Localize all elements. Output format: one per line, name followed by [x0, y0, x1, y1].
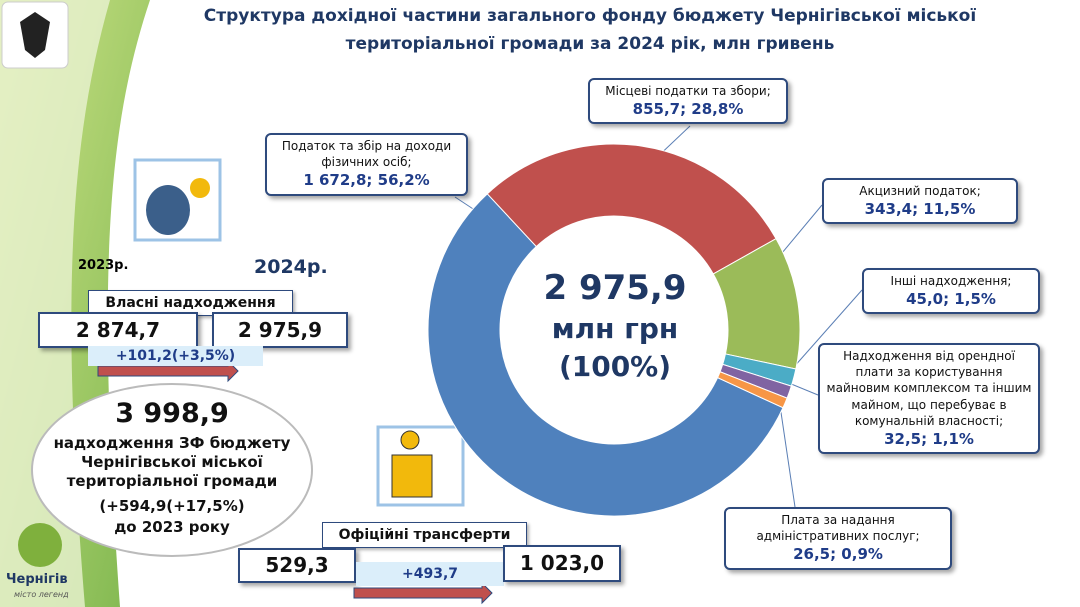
callout-name: Податок та збір на доходи фізичних осіб; — [281, 139, 452, 170]
money-icon — [190, 178, 210, 198]
transfer-icon — [391, 454, 433, 498]
donut-segment — [427, 193, 784, 517]
callout-value: 32,5; 1,1% — [884, 429, 974, 448]
total-text: територіальної громади — [66, 472, 278, 490]
total-text: (+594,9(+17,5%) — [99, 497, 245, 515]
money-icon — [146, 185, 190, 235]
callout-value: 45,0; 1,5% — [906, 290, 996, 309]
callout-name: Плата за надання адміністративних послуг… — [756, 513, 920, 544]
callout: Акцизний податок; 343,4; 11,5% — [822, 178, 1018, 225]
donut-segment — [716, 371, 788, 409]
title: територіальної громади за 2024 рік, млн … — [345, 34, 835, 54]
callout-name: Місцеві податки та збори; — [605, 84, 771, 98]
value-2023: 529,3 — [238, 548, 356, 583]
side-decor — [0, 0, 110, 607]
total-text: до 2023 року — [114, 518, 230, 536]
center-share: (100%) — [558, 350, 672, 383]
year-label: 2023р. — [78, 258, 129, 273]
callout: Інші надходження; 45,0; 1,5% — [862, 268, 1040, 315]
callout-value: 26,5; 0,9% — [793, 545, 883, 564]
own-revenue-label: Власні надходження — [88, 290, 293, 316]
total-ellipse — [31, 383, 313, 557]
year-label: 2024р. — [254, 256, 328, 278]
callout-name: Акцизний податок; — [859, 184, 981, 198]
total-text: Чернігівської міської — [81, 453, 263, 471]
change: +101,2(+3,5%) — [88, 346, 263, 366]
logo-name: Чернігів — [6, 572, 68, 587]
title: Структура дохідної частини загального фо… — [203, 6, 977, 26]
callout-value: 855,7; 28,8% — [632, 100, 744, 119]
callout: Місцеві податки та збори; 855,7; 28,8% — [588, 78, 788, 125]
donut-segment — [486, 143, 777, 275]
center-unit: млн грн — [551, 312, 679, 345]
callout-name: Інші надходження; — [890, 274, 1012, 288]
leader-line — [792, 289, 863, 369]
callout-value: 343,4; 11,5% — [864, 200, 976, 219]
total-text: надходження ЗФ бюджету — [53, 434, 291, 452]
logo-tagline: місто легенд — [14, 590, 69, 599]
callout: Надходження від орендної плати за корист… — [818, 343, 1040, 455]
transfers-label: Офіційні трансферти — [322, 522, 527, 548]
value-2023: 2 874,7 — [38, 312, 198, 348]
callout: Податок та збір на доходи фізичних осіб;… — [265, 133, 468, 196]
logo-mark — [18, 523, 62, 567]
callout-value: 1 672,8; 56,2% — [303, 171, 430, 190]
arrow — [353, 581, 493, 605]
center-total: 2 975,9 — [543, 268, 687, 308]
transfer-icon — [400, 430, 420, 450]
callout: Плата за надання адміністративних послуг… — [724, 507, 952, 570]
change: +493,7 — [356, 562, 504, 586]
donut — [427, 143, 801, 517]
coat-of-arms-eagle — [20, 12, 50, 58]
callout-name: Надходження від орендної плати за корист… — [826, 349, 1032, 428]
value-2024: 1 023,0 — [503, 545, 621, 582]
value-2024: 2 975,9 — [212, 312, 348, 348]
total-value: 3 998,9 — [115, 398, 229, 429]
